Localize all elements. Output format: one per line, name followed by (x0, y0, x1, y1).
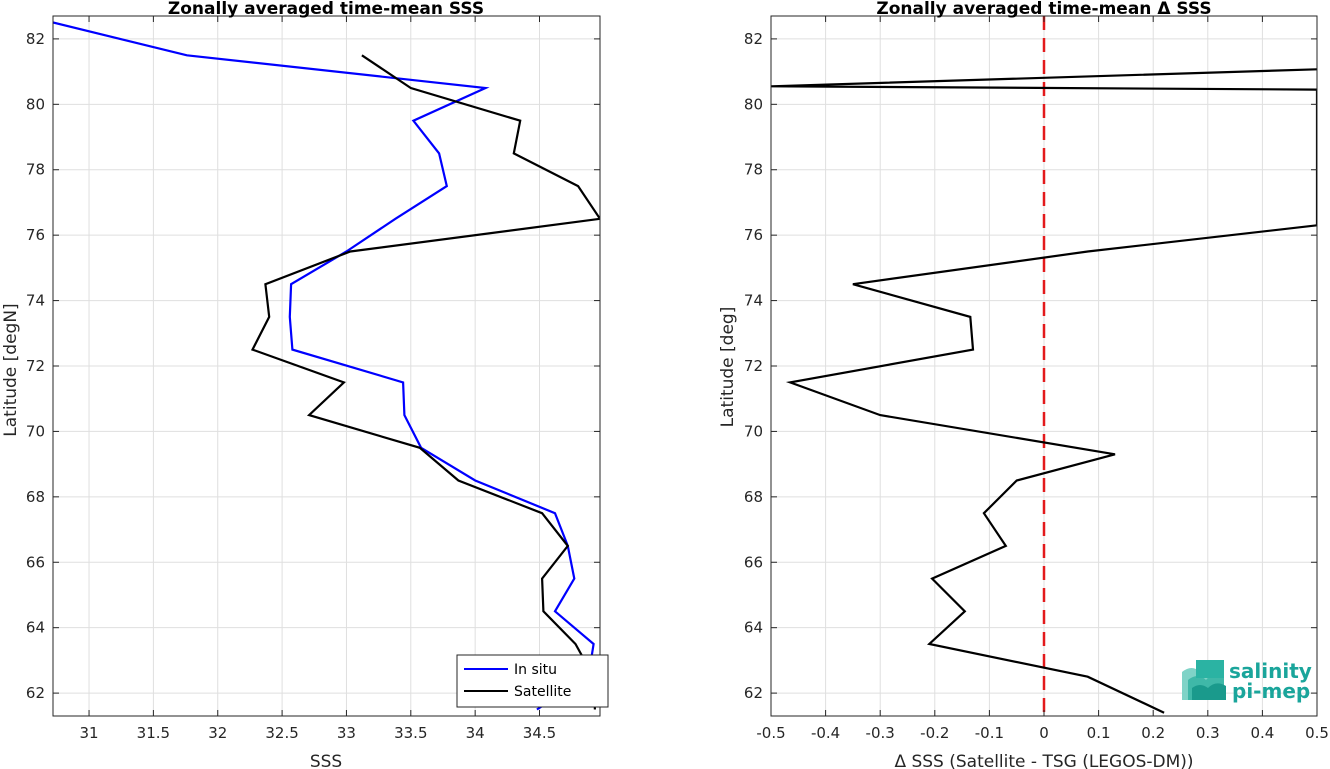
delta-sss-title: Zonally averaged time-mean Δ SSS (876, 0, 1211, 19)
sss-tick-labels: 31 31.5 32 32.5 33 33.5 34 34.5 62 64 66 68 70 72 74 76… (26, 16, 600, 742)
sss-xtick-label: 34 (466, 724, 485, 742)
sss-series-line-in-situ (53, 21, 595, 711)
sss-ytick-label: 72 (26, 357, 45, 375)
sss-grid (53, 16, 600, 716)
delta-sss-ytick-label: 68 (744, 488, 763, 506)
delta-sss-ytick-label: 66 (744, 553, 763, 571)
sss-xtick-label: 31.5 (137, 724, 170, 742)
sss-panel: 31 31.5 32 32.5 33 33.5 34 34.5 62 64 66 68 70 72 74 76… (1, 0, 609, 769)
delta-sss-xtick-label: 0 (1039, 724, 1049, 742)
legend-box (456, 654, 609, 708)
delta-sss-ytick-label: 80 (744, 95, 763, 113)
delta-sss-ytick-label: 70 (744, 422, 763, 440)
delta-sss-ylabel: Latitude [deg] (718, 307, 738, 428)
sss-ytick-label: 74 (26, 292, 45, 310)
delta-sss-ytick-label: 74 (744, 292, 763, 310)
sss-xtick-label: 32 (208, 724, 227, 742)
sss-ytick-label: 62 (26, 684, 45, 702)
sss-title: Zonally averaged time-mean SSS (168, 0, 484, 19)
sss-series-line-satellite (250, 54, 600, 710)
delta-sss-ytick-label: 62 (744, 684, 763, 702)
sss-ytick-label: 78 (26, 161, 45, 179)
legend-label-in-situ: In situ (514, 662, 557, 678)
delta-sss-xtick-label: -0.5 (756, 724, 785, 742)
delta-sss-xlabel: Δ SSS (Satellite - TSG (LEGOS-DM)) (894, 752, 1193, 769)
salinity-pi-mep-logo: salinity pi-mep (1182, 659, 1312, 703)
sss-legend: In situ Satellite (456, 654, 609, 708)
delta-sss-xtick-label: 0.4 (1250, 724, 1274, 742)
delta-sss-xtick-label: -0.4 (811, 724, 840, 742)
sss-ylabel: Latitude [degN] (1, 303, 21, 436)
delta-sss-xtick-label: 0.5 (1305, 724, 1329, 742)
logo-waves-icon (1182, 660, 1226, 700)
sss-xtick-label: 33.5 (394, 724, 427, 742)
delta-sss-panel: -0.5 -0.4 -0.3 -0.2 -0.1 0 0.1 0.2 0.3 0.4 0.5 62 64… (718, 0, 1329, 769)
sss-ytick-label: 70 (26, 422, 45, 440)
sss-xtick-label: 34.5 (523, 724, 556, 742)
sss-ytick-label: 76 (26, 226, 45, 244)
delta-sss-xtick-label: 0.1 (1087, 724, 1111, 742)
delta-sss-xtick-label: 0.2 (1141, 724, 1165, 742)
delta-sss-xtick-label: -0.1 (975, 724, 1004, 742)
sss-xtick-label: 31 (79, 724, 98, 742)
delta-sss-tick-labels: -0.5 -0.4 -0.3 -0.2 -0.1 0 0.1 0.2 0.3 0.4 0.5 62 64… (744, 16, 1329, 742)
delta-sss-series-line-delta (771, 68, 1317, 714)
delta-sss-ytick-label: 64 (744, 619, 763, 637)
delta-sss-ytick-label: 72 (744, 357, 763, 375)
logo-text-salinity: salinity (1229, 659, 1312, 683)
sss-series-group (53, 21, 600, 711)
sss-ytick-label: 64 (26, 619, 45, 637)
sss-xlabel: SSS (310, 752, 342, 769)
sss-xtick-label: 33 (337, 724, 356, 742)
delta-sss-xtick-label: -0.3 (866, 724, 895, 742)
sss-ytick-label: 68 (26, 488, 45, 506)
delta-sss-ytick-label: 82 (744, 30, 763, 48)
sss-ytick-label: 82 (26, 30, 45, 48)
sss-ytick-label: 80 (26, 95, 45, 113)
delta-sss-ytick-label: 78 (744, 161, 763, 179)
logo-text-pi-mep: pi-mep (1232, 679, 1310, 703)
delta-sss-series-group (771, 68, 1317, 714)
sss-ytick-label: 66 (26, 553, 45, 571)
legend-label-satellite: Satellite (514, 684, 571, 700)
sss-xtick-label: 32.5 (265, 724, 298, 742)
delta-sss-ytick-label: 76 (744, 226, 763, 244)
delta-sss-xtick-label: 0.3 (1196, 724, 1220, 742)
delta-sss-xtick-label: -0.2 (920, 724, 949, 742)
